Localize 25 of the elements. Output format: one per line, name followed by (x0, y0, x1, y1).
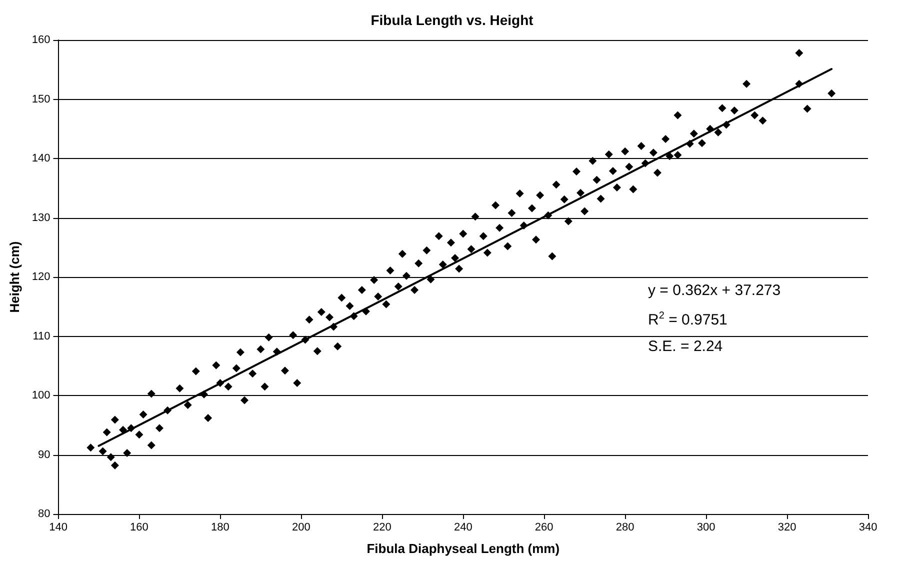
y-tick-label: 90 (38, 448, 50, 461)
y-tick-label: 100 (32, 390, 50, 402)
annotation: S.E. = 2.24 (648, 338, 723, 355)
x-tick-label: 260 (534, 522, 554, 534)
y-tick-label: 120 (32, 271, 50, 283)
y-tick-label: 110 (32, 330, 50, 342)
chart-title: Fibula Length vs. Height (370, 12, 534, 28)
x-tick-label: 140 (49, 522, 68, 534)
x-tick-label: 160 (130, 522, 148, 534)
x-tick-label: 200 (292, 522, 310, 534)
y-axis-title: Height (cm) (7, 241, 22, 313)
x-tick-label: 240 (454, 522, 472, 534)
x-tick-label: 320 (778, 522, 796, 534)
x-tick-label: 280 (616, 522, 634, 534)
x-tick-label: 180 (211, 522, 230, 534)
x-tick-label: 300 (696, 522, 716, 534)
annotation: y = 0.362x + 37.273 (648, 282, 781, 299)
y-tick-label: 160 (32, 34, 50, 46)
x-axis-title: Fibula Diaphyseal Length (mm) (366, 541, 560, 556)
y-tick-label: 80 (38, 508, 50, 520)
y-tick-label: 130 (32, 212, 50, 224)
x-tick-label: 340 (858, 522, 878, 534)
y-tick-label: 140 (32, 152, 50, 164)
y-tick-label: 150 (32, 93, 50, 106)
x-tick-label: 220 (372, 522, 392, 534)
